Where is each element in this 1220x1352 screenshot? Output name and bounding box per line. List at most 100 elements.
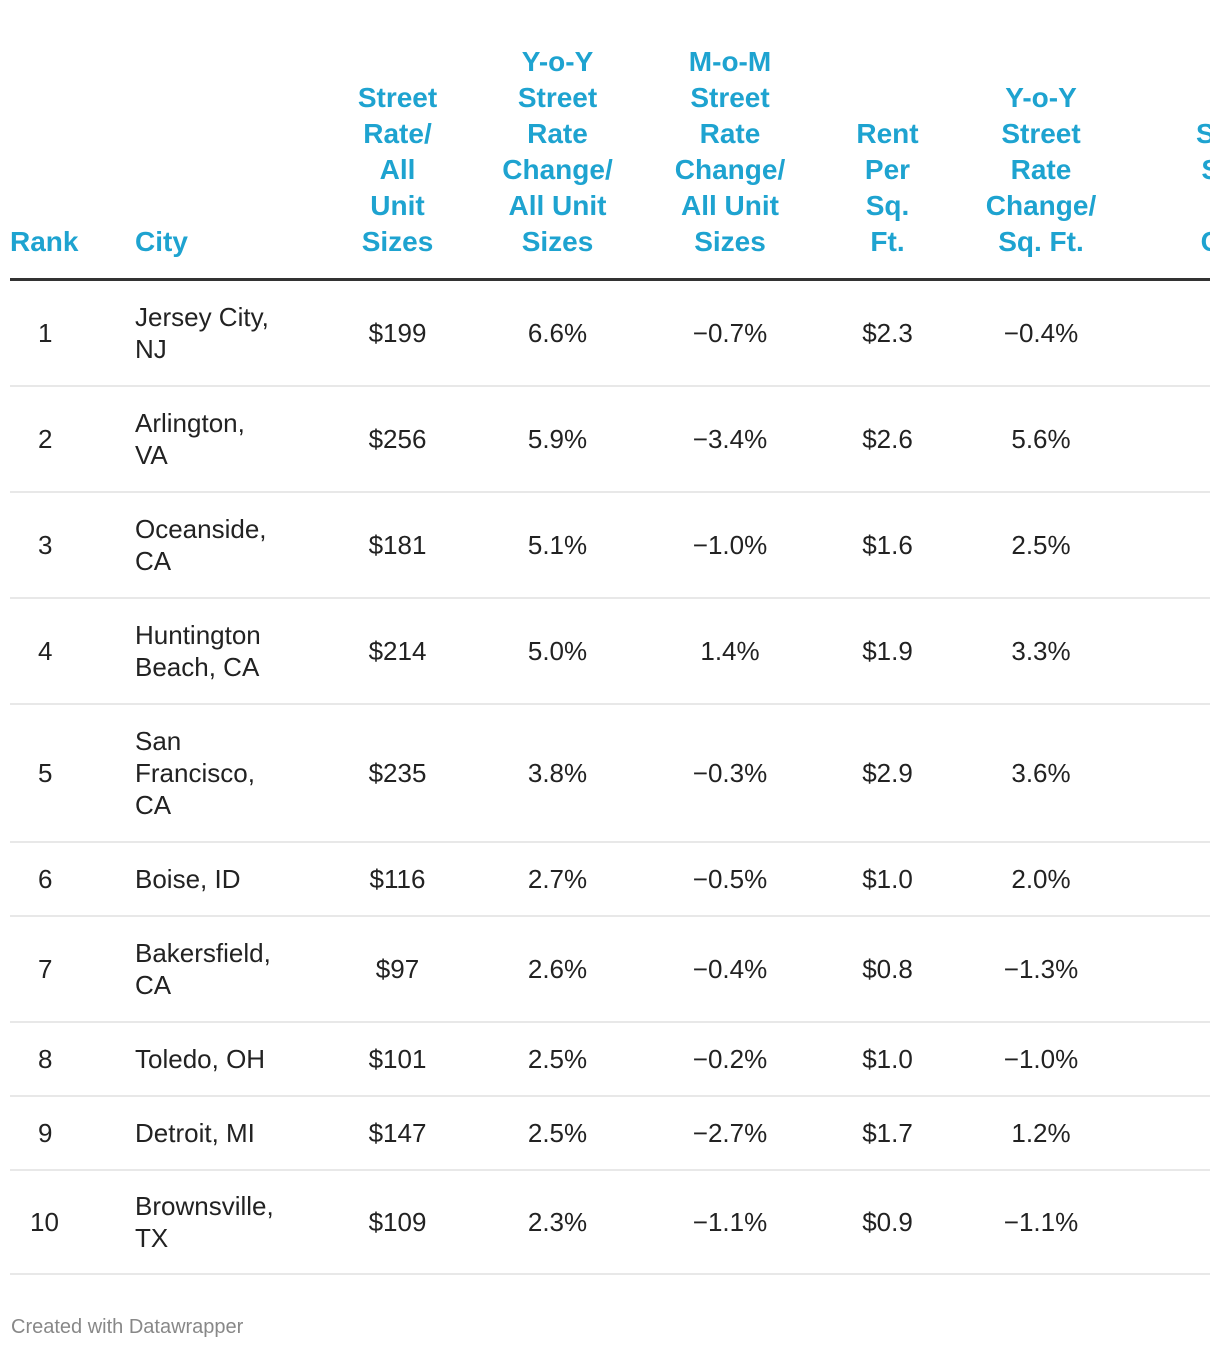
column-header[interactable]: M-o-M Street Rate Change/All Unit Sizes [640,44,820,281]
column-header-text: Ft. [870,226,905,257]
cell-street-rate: $116 [320,841,475,917]
column-header-text: Change/ [985,190,1097,221]
cell-rent-sqft: $1.6 [820,491,955,599]
cell-yoy-sqft: 3.3% [955,597,1127,705]
cell-yoy: 2.3% [475,1169,640,1275]
column-header-text: All Unit [681,190,779,221]
cell-city: Arlington, VA [135,385,320,493]
column-header-text: Rate [527,118,588,149]
cell-rank: 10 [10,1169,135,1275]
column-header-text: Sizes [361,226,434,257]
cell-rent-sqft: $2.9 [820,703,955,843]
column-header[interactable]: Street Rate/All Unit Sizes [320,44,475,281]
cell-street-rate: $214 [320,597,475,705]
cell-cut [1127,385,1210,493]
cell-cut: 1 [1127,841,1210,917]
city-text: Bakersfield, [135,937,271,968]
cell-street-rate: $256 [320,385,475,493]
column-header-text: Unit [370,190,425,221]
city-text: CA [135,789,172,820]
cell-yoy: 6.6% [475,279,640,387]
city-text: VA [135,439,168,470]
cell-cut [1127,1095,1210,1171]
cell-yoy-sqft: −1.0% [955,1021,1127,1097]
cell-rent-sqft: $2.6 [820,385,955,493]
cell-rank: 1 [10,279,135,387]
column-header[interactable]: SStoScICa [1127,44,1210,281]
cell-yoy: 5.9% [475,385,640,493]
cell-yoy-sqft: 2.5% [955,491,1127,599]
table-container: Rank City Street Rate/All Unit Sizes Y-o-Y Stre… [10,44,1210,1275]
column-header[interactable]: Rank [10,44,135,281]
column-header-text: S [1209,82,1210,113]
cell-rank: 3 [10,491,135,599]
city-text: Huntington [135,619,261,650]
column-header-text: Y-o-Y [1005,82,1077,113]
cell-yoy-sqft: −1.3% [955,915,1127,1023]
cell-city: Boise, ID [135,841,320,917]
cell-yoy-sqft: −0.4% [955,279,1127,387]
cell-rent-sqft: $1.0 [820,1021,955,1097]
city-text: San [135,725,182,756]
table-row: 7 Bakersfield, CA $97 2.6% −0.4% $0.8 −1.3% [10,915,1210,1023]
cell-yoy-sqft: 3.6% [955,703,1127,843]
city-text: Toledo, OH [135,1043,266,1074]
column-header-text: Sizes [521,226,594,257]
city-text: Arlington, [135,407,245,438]
cell-rank: 5 [10,703,135,843]
city-text: Jersey City, [135,301,269,332]
cell-mom: −0.5% [640,841,820,917]
column-header-text: Street [690,82,770,113]
cell-cut [1127,1169,1210,1275]
cell-cut [1127,915,1210,1023]
table-row: 1 Jersey City, NJ $199 6.6% −0.7% $2.3 −0.4% [10,279,1210,387]
column-header-text: Sizes [694,226,766,257]
cell-rent-sqft: $2.3 [820,279,955,387]
column-header-text: Change/ [502,154,613,185]
column-header-text: Rank [10,226,79,257]
cell-rent-sqft: $1.7 [820,1095,955,1171]
column-header-text: Rate/ [363,118,432,149]
cell-rank: 6 [10,841,135,917]
cell-mom: −0.7% [640,279,820,387]
table-row: 4 Huntington Beach, CA $214 5.0% 1.4% $1.9 3.3% [10,597,1210,705]
cell-mom: −0.4% [640,915,820,1023]
cell-mom: −1.1% [640,1169,820,1275]
cell-yoy: 5.1% [475,491,640,599]
column-header-text: Sc [1201,154,1210,185]
table-row: 2 Arlington, VA $256 5.9% −3.4% $2.6 5.6% [10,385,1210,493]
cell-street-rate: $147 [320,1095,475,1171]
column-header[interactable]: Y-o-Y Street Rate Change/All Unit Sizes [475,44,640,281]
column-header-text: M-o-M [688,46,772,77]
city-text: Oceanside, [135,513,267,544]
cell-mom: −0.2% [640,1021,820,1097]
column-header[interactable]: Rent Per Sq. Ft. [820,44,955,281]
cell-city: Oceanside, CA [135,491,320,599]
cell-rank: 8 [10,1021,135,1097]
column-header[interactable]: City [135,44,320,281]
column-header-text: Rent [856,118,919,149]
cell-city: San Francisco, CA [135,703,320,843]
cell-yoy: 2.7% [475,841,640,917]
cell-yoy: 2.5% [475,1021,640,1097]
column-header-text: Rate [699,118,761,149]
cell-city: Bakersfield, CA [135,915,320,1023]
cell-yoy-sqft: −1.1% [955,1169,1127,1275]
city-text: Detroit, MI [135,1117,255,1148]
cell-city: Brownsville, TX [135,1169,320,1275]
cell-mom: 1.4% [640,597,820,705]
cell-rank: 9 [10,1095,135,1171]
cell-rank: 4 [10,597,135,705]
data-table: Rank City Street Rate/All Unit Sizes Y-o-Y Stre… [10,44,1210,1275]
cell-cut [1127,279,1210,387]
column-header-text: All Unit [508,190,607,221]
table-row: 3 Oceanside, CA $181 5.1% −1.0% $1.6 2.5% [10,491,1210,599]
cell-city: Toledo, OH [135,1021,320,1097]
city-text: CA [135,969,172,1000]
cell-cut [1127,597,1210,705]
table-row: 8 Toledo, OH $101 2.5% −0.2% $1.0 −1.0% [10,1021,1210,1097]
column-header[interactable]: Y-o-Y Street Rate Change/Sq. Ft. [955,44,1127,281]
cell-yoy: 3.8% [475,703,640,843]
cell-street-rate: $109 [320,1169,475,1275]
